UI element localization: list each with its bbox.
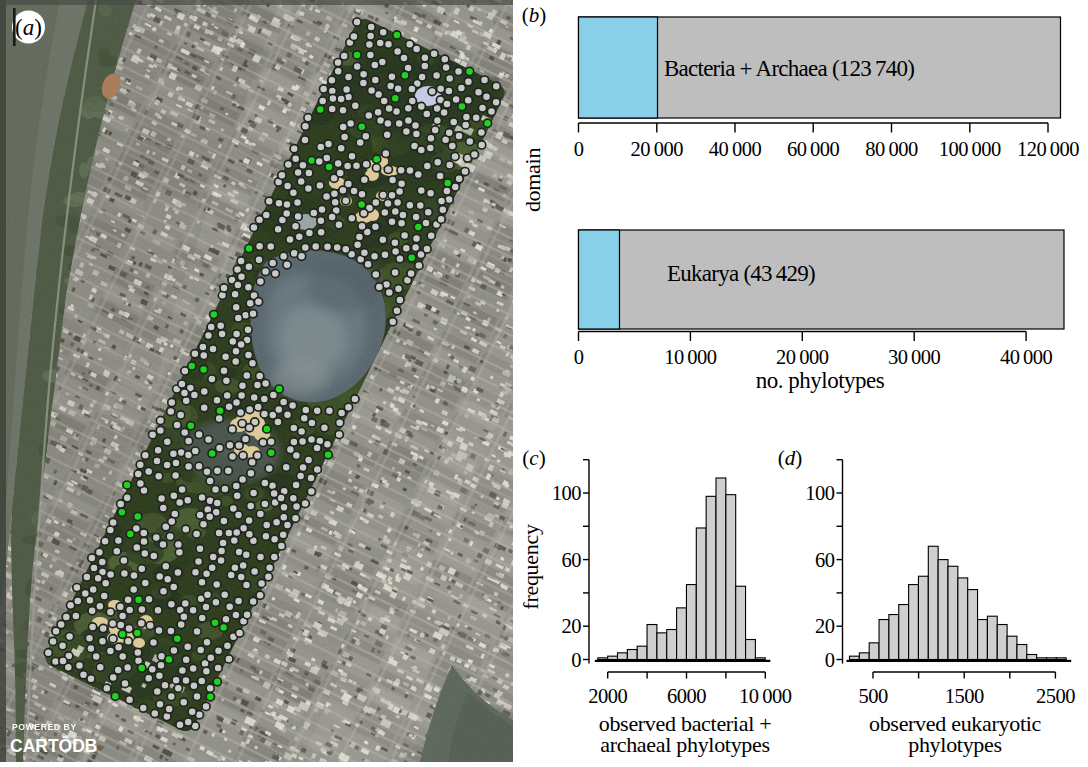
svg-text:40 000: 40 000 (709, 138, 762, 160)
svg-text:6000: 6000 (667, 685, 706, 707)
svg-text:10 000: 10 000 (739, 685, 792, 707)
svg-text:frequency: frequency (518, 524, 543, 610)
svg-text:phylotypes: phylotypes (908, 732, 1002, 757)
svg-text:(b): (b) (522, 3, 547, 27)
svg-text:2000: 2000 (588, 685, 627, 707)
svg-text:500: 500 (858, 685, 888, 707)
svg-text:CARTŌDB: CARTŌDB (10, 736, 98, 756)
svg-text:0: 0 (574, 138, 584, 160)
svg-text:Bacteria + Archaea (123 740): Bacteria + Archaea (123 740) (664, 56, 914, 81)
svg-text:20 000: 20 000 (631, 138, 684, 160)
svg-text:0: 0 (825, 649, 835, 671)
svg-text:20: 20 (815, 615, 835, 637)
svg-text:2500: 2500 (1036, 685, 1075, 707)
svg-text:domain: domain (520, 148, 545, 212)
svg-text:60 000: 60 000 (787, 138, 840, 160)
svg-text:(c): (c) (522, 446, 545, 470)
svg-text:120 000: 120 000 (1017, 138, 1079, 160)
svg-text:0: 0 (571, 649, 581, 671)
svg-text:no. phylotypes: no. phylotypes (756, 368, 885, 393)
svg-text:100: 100 (805, 482, 835, 504)
svg-text:100: 100 (552, 482, 582, 504)
svg-text:40 000: 40 000 (1000, 346, 1053, 368)
svg-text:(d): (d) (778, 446, 803, 470)
svg-text:100 000: 100 000 (939, 138, 1001, 160)
svg-text:(a): (a) (15, 15, 42, 40)
svg-text:Eukarya (43 429): Eukarya (43 429) (667, 261, 815, 286)
svg-text:30 000: 30 000 (888, 346, 941, 368)
svg-text:20 000: 20 000 (776, 346, 829, 368)
svg-text:60: 60 (562, 549, 582, 571)
svg-text:60: 60 (815, 549, 835, 571)
svg-text:20: 20 (562, 615, 582, 637)
svg-text:10 000: 10 000 (664, 346, 717, 368)
svg-text:0: 0 (574, 346, 584, 368)
svg-text:80 000: 80 000 (865, 138, 918, 160)
svg-text:archaeal phylotypes: archaeal phylotypes (600, 732, 770, 757)
svg-text:1500: 1500 (945, 685, 984, 707)
svg-text:POWERED BY: POWERED BY (12, 722, 77, 732)
